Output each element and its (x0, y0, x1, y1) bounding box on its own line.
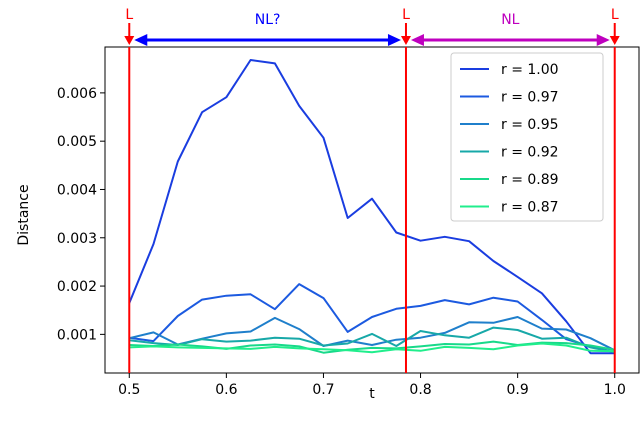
range-label: NL (501, 12, 519, 28)
series-line (129, 283, 615, 351)
y-tick-label: 0.006 (57, 86, 97, 102)
legend-label: r = 0.92 (501, 145, 559, 161)
marker-label: L (402, 7, 410, 23)
legend: r = 1.00 r = 0.97 r = 0.95 r = 0.92 r = 0.89… (450, 52, 604, 222)
x-tick-label: 0.6 (215, 382, 237, 398)
legend-label: r = 0.89 (501, 172, 559, 188)
marker-arrow-head (400, 36, 411, 45)
marker-arrow-head (609, 36, 620, 45)
x-tick-label: 0.7 (312, 382, 334, 398)
legend-label: r = 1.00 (501, 62, 559, 78)
y-tick-label: 0.002 (57, 279, 97, 295)
series-layer (128, 59, 616, 355)
marker-label: L (611, 7, 619, 23)
annotation-layer: L L L NL? NL (124, 7, 620, 46)
y-tick-label: 0.004 (57, 182, 97, 198)
x-tick-label: 0.8 (409, 382, 431, 398)
series-line (129, 342, 615, 354)
range-arrow-head (387, 34, 401, 46)
range-arrow-head (134, 34, 148, 46)
range-arrow-head (410, 34, 424, 46)
marker-arrow-head (124, 36, 135, 45)
x-tick-label: 0.9 (507, 382, 529, 398)
series-line (129, 326, 615, 354)
legend-label: r = 0.87 (501, 200, 559, 216)
y-axis-label: Distance (16, 184, 32, 245)
y-tick-label: 0.003 (57, 231, 97, 247)
series-line (129, 316, 616, 352)
legend-label: r = 0.97 (501, 90, 559, 106)
plot-frame (104, 46, 640, 374)
vline-layer (128, 47, 616, 373)
legend-box (450, 52, 604, 222)
axes-layer: 0.5 0.6 0.7 0.8 0.9 1.0 0.001 0.002 0.003 0.004 0.… (57, 86, 626, 398)
y-tick-label: 0.005 (57, 134, 97, 150)
marker-label: L (125, 7, 133, 23)
x-tick-label: 0.5 (118, 382, 140, 398)
y-tick-label: 0.001 (57, 327, 97, 343)
range-arrow-head (596, 34, 610, 46)
x-tick-label: 1.0 (604, 382, 626, 398)
series-line (128, 59, 615, 355)
range-label: NL? (255, 12, 281, 28)
legend-label: r = 0.95 (501, 117, 559, 133)
x-axis-label: t (369, 386, 375, 402)
